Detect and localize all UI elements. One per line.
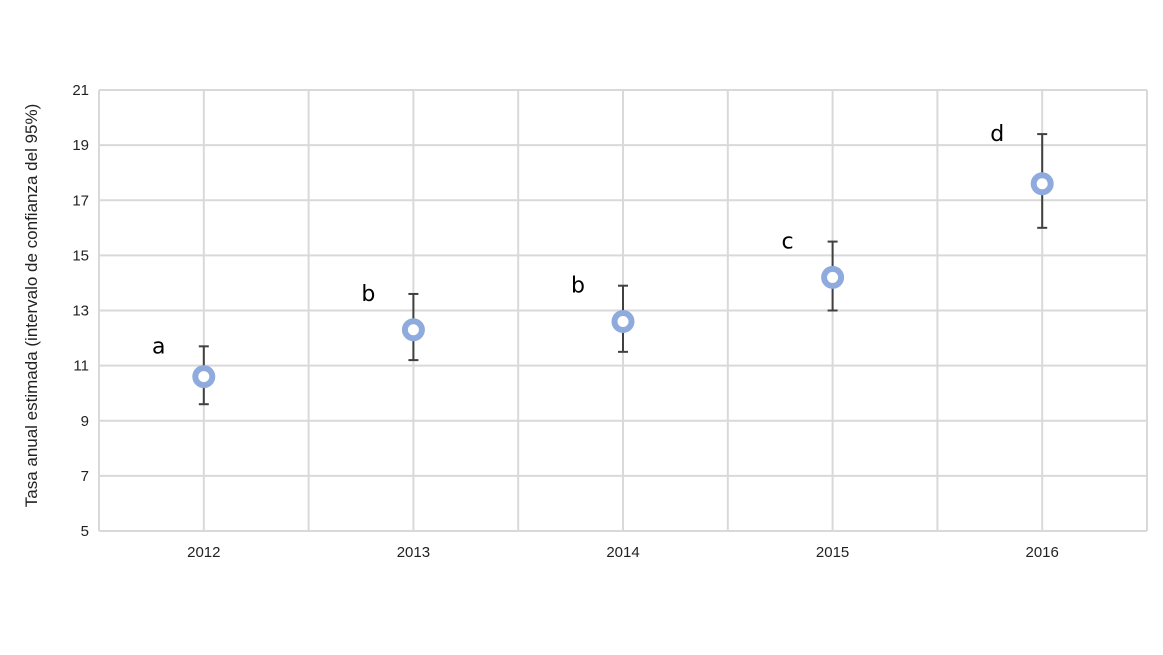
x-tick-label: 2012: [187, 544, 220, 561]
x-tick-label: 2013: [397, 544, 430, 561]
y-tick-label: 19: [72, 137, 89, 154]
y-tick-label: 21: [72, 82, 89, 99]
data-points: [192, 172, 1054, 389]
data-point-2012: [192, 365, 216, 389]
data-point-2013: [401, 318, 425, 342]
y-tick-label: 5: [81, 523, 89, 540]
x-tick-label: 2014: [606, 544, 639, 561]
group-label-2013: b: [361, 282, 375, 307]
group-label-2014: b: [571, 274, 585, 299]
group-label-2016: d: [990, 122, 1004, 147]
data-point-2016: [1030, 172, 1054, 196]
group-annotations: a b b c d: [152, 122, 1004, 359]
y-tick-label: 17: [72, 192, 89, 209]
y-tick-label: 13: [72, 303, 89, 320]
group-label-2012: a: [152, 334, 165, 359]
y-tick-label: 7: [81, 468, 89, 485]
group-label-2015: c: [782, 230, 794, 255]
x-tick-label: 2016: [1026, 544, 1059, 561]
y-tick-labels: 5 7 9 11 13 15 17 19 21: [72, 82, 89, 540]
x-tick-label: 2015: [816, 544, 849, 561]
y-tick-label: 9: [81, 413, 89, 430]
y-tick-label: 15: [72, 247, 89, 264]
y-axis-label: Tasa anual estimada (intervalo de confia…: [22, 104, 41, 508]
data-point-2014: [611, 310, 635, 334]
y-tick-label: 11: [73, 358, 89, 375]
data-point-2015: [821, 265, 845, 289]
x-tick-labels: 2012 2013 2014 2015 2016: [187, 544, 1059, 561]
